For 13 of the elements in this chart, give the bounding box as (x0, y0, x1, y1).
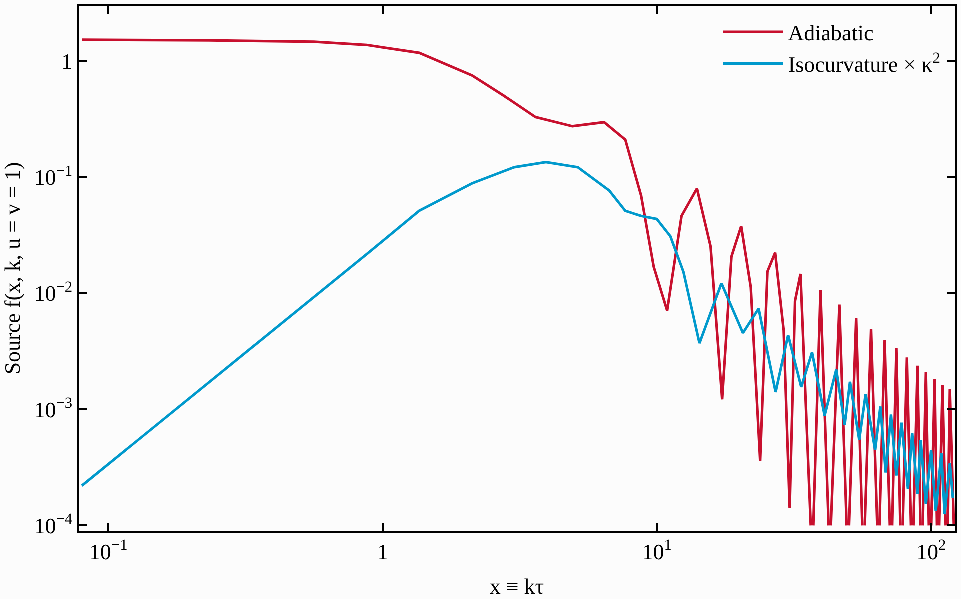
y-tick-label: 10$^{−4}$ (34, 511, 73, 538)
x-tick-label: 10$^{−1}$ (89, 537, 128, 564)
legend-label: Adiabatic (788, 20, 874, 46)
y-tick-label: 10$^{−2}$ (34, 279, 73, 306)
x-tick-label: 1 (377, 539, 388, 564)
x-axis-title: x ≡ kτ (490, 574, 544, 599)
x-tick-label: 10$^{1}$ (642, 537, 672, 564)
x-tick-label: 10$^{2}$ (916, 537, 946, 564)
y-axis-title: Source f(x, k, u = v = 1) (0, 162, 25, 375)
y-tick-label: 10$^{−1}$ (34, 162, 73, 190)
y-tick-label: 10$^{−3}$ (34, 395, 73, 422)
y-tick-label: 1 (62, 49, 73, 74)
legend-label: Isocurvature × κ$^{2}$ (788, 50, 940, 78)
